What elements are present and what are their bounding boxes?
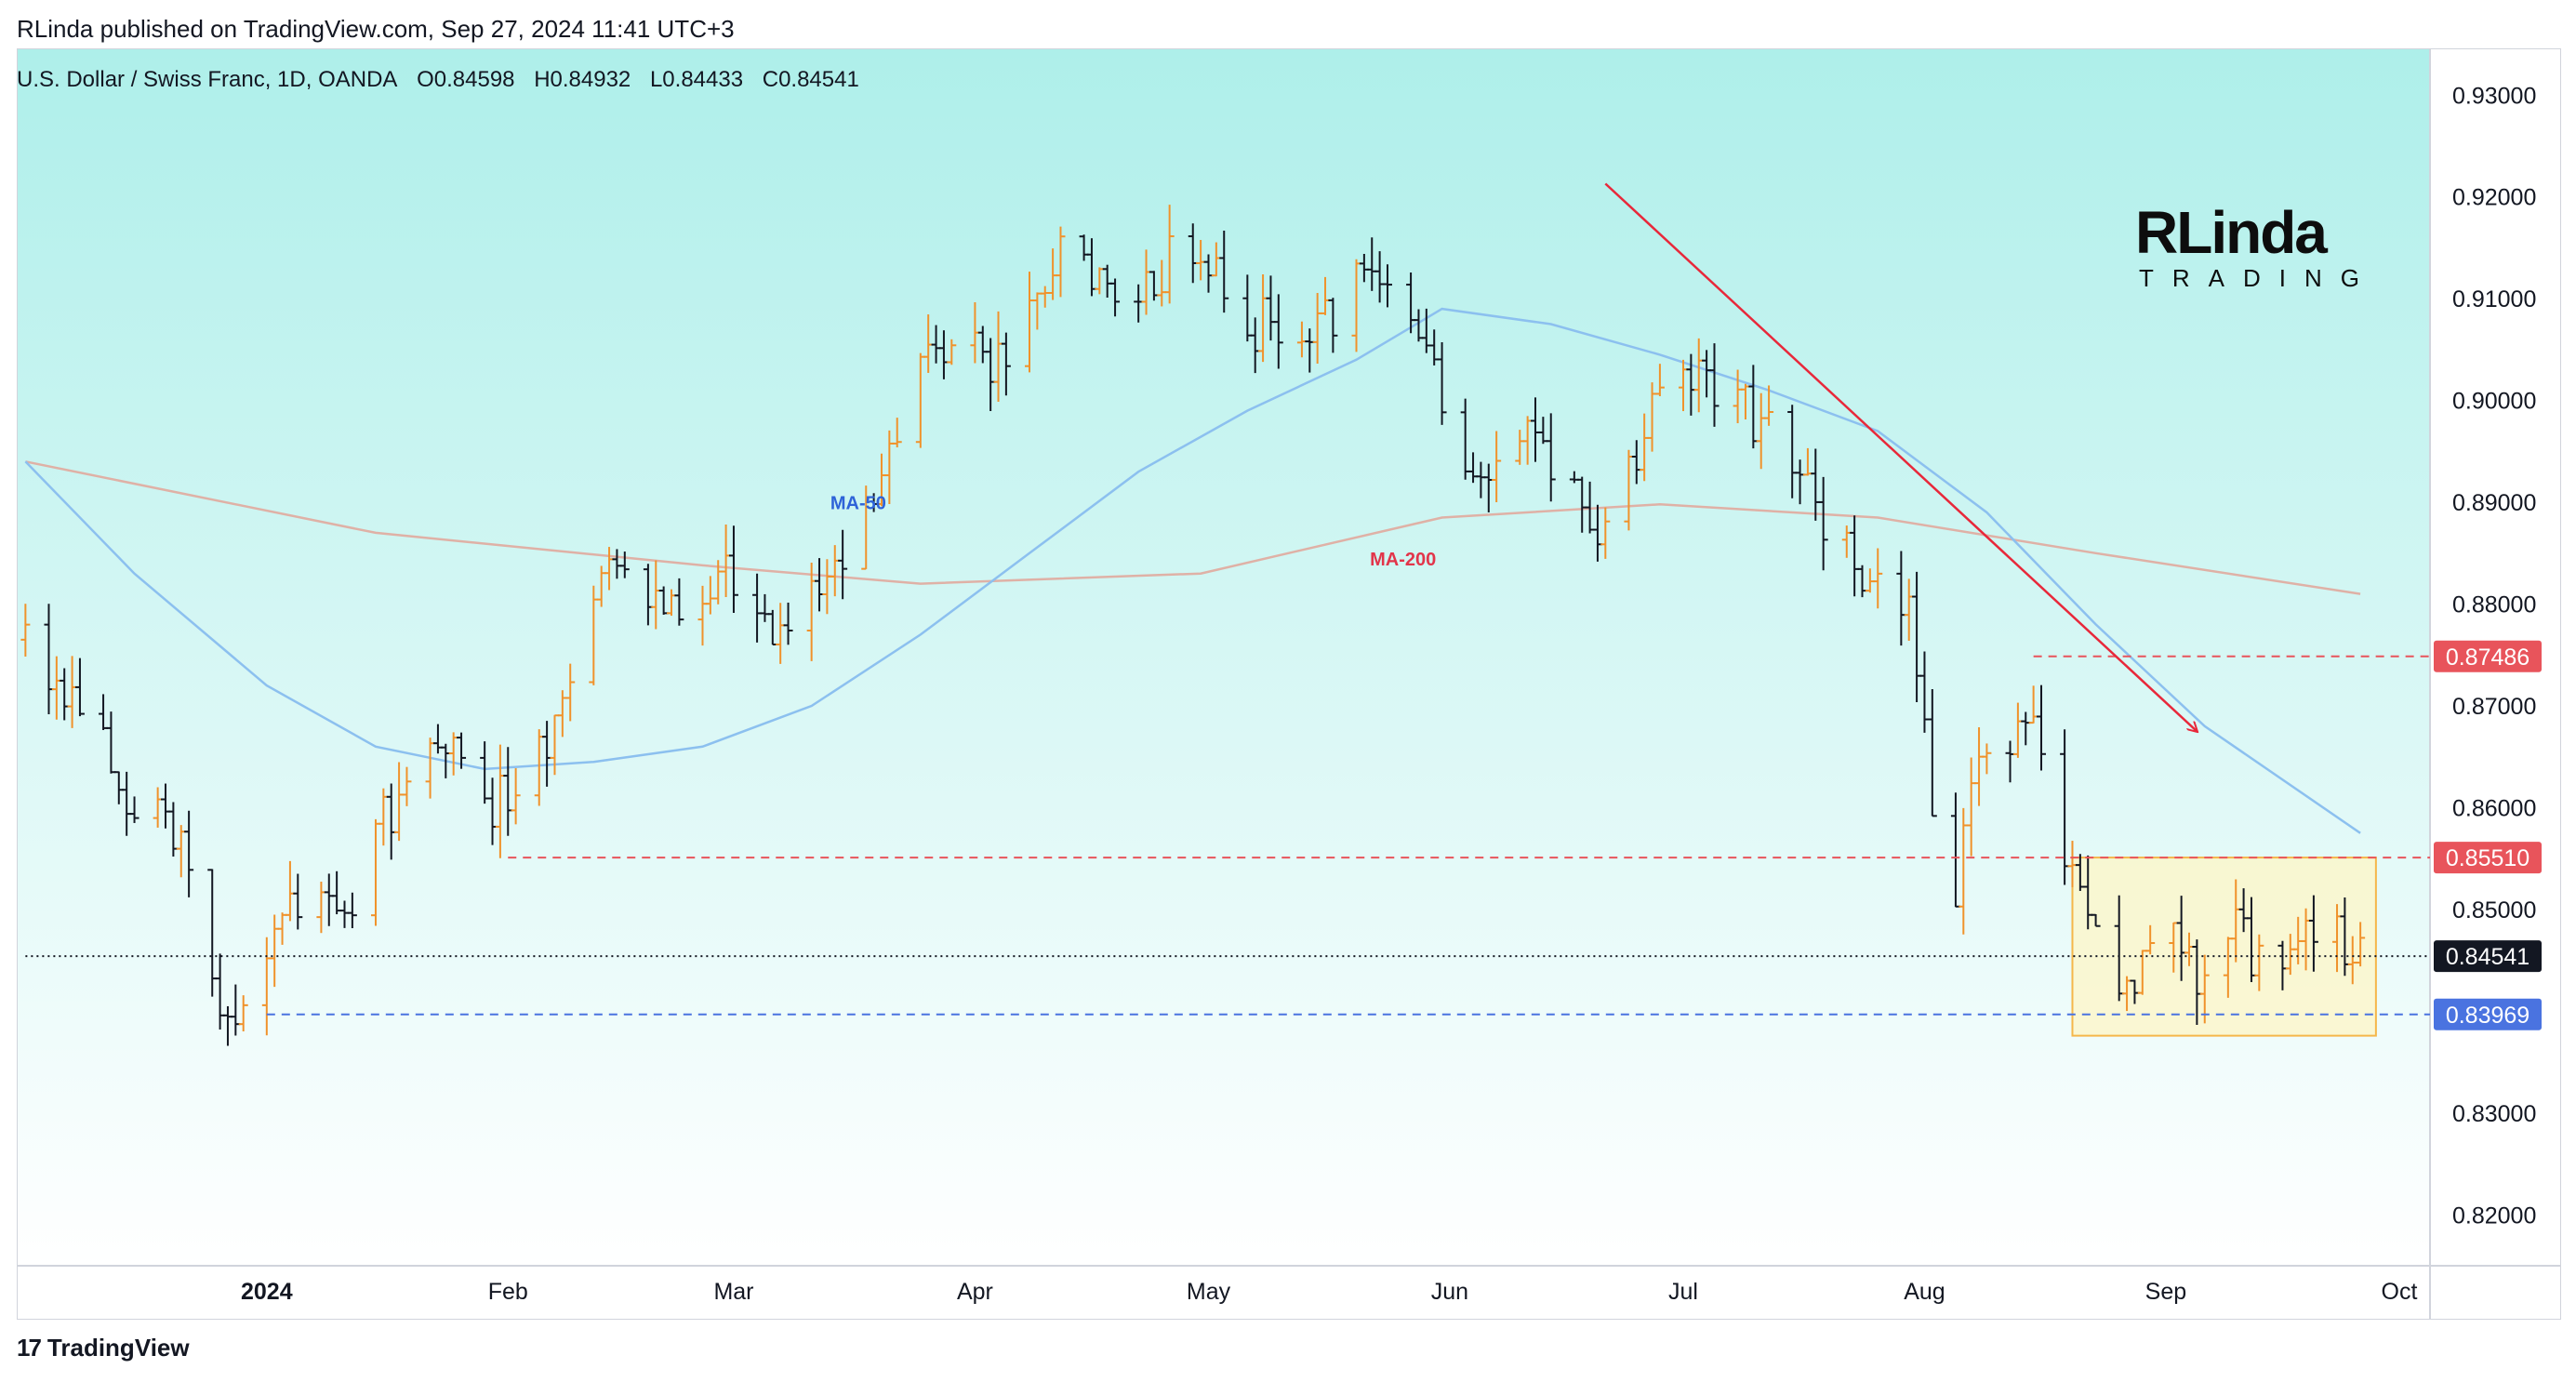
price-label-text: 0.85510	[2446, 845, 2530, 871]
chart-area[interactable]: 0.93000 0.92000 0.91000 0.90000 0.89000 0.880…	[18, 49, 2561, 1320]
logo-brand-text: RLinda	[2135, 199, 2328, 266]
ohlc-bar-down	[184, 810, 194, 897]
price-label-tag	[2434, 998, 2542, 1030]
ohlc-bar-up	[238, 995, 248, 1031]
price-tick-label: 0.85000	[2452, 897, 2536, 924]
ohlc-high: H0.84932	[534, 67, 631, 92]
tradingview-footer[interactable]: 17 TradingView	[17, 1334, 190, 1362]
consolidation-range-box	[2071, 857, 2377, 1037]
price-label-tag	[2434, 842, 2542, 874]
ohlc-bar-down	[2091, 913, 2101, 927]
ohlc-bar-down	[838, 529, 848, 600]
ohlc-bar-up	[402, 766, 412, 806]
logo-sub-text: TRADING	[2139, 264, 2378, 292]
ohlc-bar-up	[1654, 364, 1665, 397]
symbol-name[interactable]: U.S. Dollar / Swiss Franc, 1D, OANDA	[17, 67, 398, 92]
price-label-tag	[2434, 940, 2542, 973]
ohlc-bar-down	[674, 578, 684, 626]
ohlc-bar-down	[1437, 342, 1447, 425]
time-tick-label: Jul	[1668, 1279, 1698, 1305]
price-tick-label: 0.91000	[2452, 286, 2536, 312]
ohlc-bar-up	[1764, 385, 1774, 426]
time-tick-label: May	[1187, 1279, 1231, 1305]
publisher-line: RLinda published on TradingView.com, Sep…	[17, 15, 735, 43]
time-scale-background	[18, 1266, 2430, 1319]
time-tick-label: Feb	[488, 1279, 528, 1305]
price-tick-label: 0.92000	[2452, 185, 2536, 211]
price-tick-label: 0.89000	[2452, 490, 2536, 516]
ma-50-label: MA-50	[830, 494, 886, 514]
ohlc-bar-down	[728, 525, 738, 614]
ohlc-bar-down	[293, 873, 303, 930]
ohlc-bar-down	[1219, 230, 1229, 313]
ohlc-bar-down	[1110, 278, 1121, 317]
ohlc-bar-down	[1273, 294, 1283, 369]
time-tick-label: Sep	[2145, 1279, 2186, 1305]
ohlc-bar-up	[892, 418, 902, 448]
price-tick-label: 0.87000	[2452, 694, 2536, 720]
ohlc-bar-down	[1927, 688, 1937, 817]
ohlc-bar-down	[2037, 684, 2046, 771]
price-tick-label: 0.83000	[2452, 1101, 2536, 1127]
ohlc-bar-down	[1818, 476, 1828, 571]
ohlc-bar-up	[1873, 548, 1883, 609]
ohlc-bar-down	[1709, 343, 1720, 427]
price-tick-label: 0.90000	[2452, 389, 2536, 415]
ohlc-bar-up	[565, 663, 576, 722]
time-tick-label: Aug	[1904, 1279, 1945, 1305]
time-tick-label: 2024	[241, 1279, 293, 1305]
ohlc-bar-down	[347, 892, 357, 929]
footer-brand-text: TradingView	[46, 1334, 190, 1362]
ohlc-low: L0.84433	[649, 67, 744, 92]
ohlc-bar-up	[2254, 934, 2264, 991]
ma-200-label: MA-200	[1370, 550, 1436, 570]
ohlc-bar-down	[457, 732, 467, 769]
price-label-text: 0.87486	[2446, 644, 2530, 671]
price-tick-label: 0.93000	[2452, 83, 2536, 109]
price-label-tag	[2434, 640, 2542, 672]
ohlc-bar-down	[2308, 895, 2318, 972]
ohlc-bar-up	[1982, 743, 1992, 775]
ohlc-bar-down	[783, 602, 793, 645]
ohlc-bar-up	[947, 339, 957, 365]
ohlc-close: C0.84541	[762, 67, 859, 92]
ohlc-bar-down	[129, 796, 139, 823]
ohlc-bar-up	[511, 767, 521, 825]
chart-frame: 0.93000 0.92000 0.91000 0.90000 0.89000 0.880…	[17, 48, 2561, 1320]
rlinda-trading-logo: RLinda TRADING	[2135, 199, 2359, 296]
ohlc-bar-down	[1546, 413, 1556, 502]
time-tick-label: Oct	[2382, 1279, 2418, 1305]
ohlc-bar-up	[20, 604, 31, 657]
ohlc-open: O0.84598	[417, 67, 515, 92]
ohlc-bar-down	[619, 551, 630, 578]
tradingview-logo-icon: 17	[17, 1334, 42, 1362]
ohlc-bar-up	[1492, 431, 1502, 503]
ohlc-bar-down	[1382, 264, 1392, 308]
price-label-text: 0.84541	[2446, 944, 2530, 970]
ohlc-bar-up	[2356, 922, 2366, 967]
ohlc-bar-up	[1056, 226, 1066, 298]
time-tick-label: Jun	[1431, 1279, 1468, 1305]
ohlc-bar-down	[1328, 298, 1338, 353]
downtrend-arrow-line	[1604, 182, 2197, 731]
symbol-legend[interactable]: U.S. Dollar / Swiss Franc, 1D, OANDA O0.…	[17, 67, 872, 93]
ohlc-bar-up	[1600, 507, 1611, 559]
ohlc-bar-up	[2199, 954, 2210, 1024]
price-label-text: 0.83969	[2446, 1003, 2530, 1029]
price-scale-background	[2430, 49, 2560, 1319]
price-tick-label: 0.88000	[2452, 592, 2536, 618]
ohlc-bar-down	[1001, 332, 1011, 396]
price-tick-label: 0.82000	[2452, 1203, 2536, 1229]
ohlc-bar-up	[1164, 205, 1175, 304]
time-tick-label: Mar	[713, 1279, 753, 1305]
ohlc-bar-down	[74, 658, 85, 717]
ohlc-bar-up	[2145, 924, 2156, 955]
price-tick-label: 0.86000	[2452, 795, 2536, 821]
time-tick-label: Apr	[957, 1279, 993, 1305]
